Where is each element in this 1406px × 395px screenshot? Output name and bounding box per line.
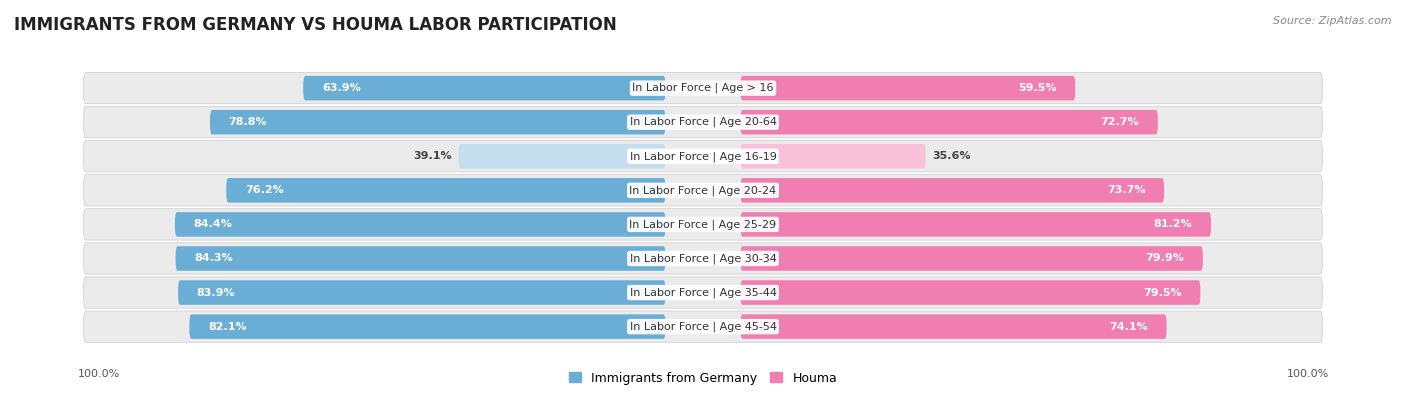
FancyBboxPatch shape <box>458 144 665 169</box>
FancyBboxPatch shape <box>741 178 1164 203</box>
Text: 72.7%: 72.7% <box>1101 117 1139 127</box>
Text: In Labor Force | Age 20-64: In Labor Force | Age 20-64 <box>630 117 776 128</box>
FancyBboxPatch shape <box>304 76 665 100</box>
FancyBboxPatch shape <box>741 144 925 169</box>
FancyBboxPatch shape <box>83 175 1323 206</box>
Text: 82.1%: 82.1% <box>208 322 246 332</box>
Text: In Labor Force | Age 35-44: In Labor Force | Age 35-44 <box>630 287 776 298</box>
FancyBboxPatch shape <box>83 277 1323 308</box>
FancyBboxPatch shape <box>83 72 1323 104</box>
Text: In Labor Force | Age 16-19: In Labor Force | Age 16-19 <box>630 151 776 162</box>
Text: 79.5%: 79.5% <box>1143 288 1181 297</box>
Text: In Labor Force | Age 25-29: In Labor Force | Age 25-29 <box>630 219 776 229</box>
Text: 76.2%: 76.2% <box>245 185 284 196</box>
FancyBboxPatch shape <box>83 311 1323 342</box>
Text: In Labor Force | Age 30-34: In Labor Force | Age 30-34 <box>630 253 776 264</box>
Text: 35.6%: 35.6% <box>932 151 970 161</box>
FancyBboxPatch shape <box>83 243 1323 274</box>
Text: 78.8%: 78.8% <box>229 117 267 127</box>
FancyBboxPatch shape <box>179 280 665 305</box>
Legend: Immigrants from Germany, Houma: Immigrants from Germany, Houma <box>569 372 837 385</box>
FancyBboxPatch shape <box>83 141 1323 172</box>
Text: 79.9%: 79.9% <box>1146 254 1184 263</box>
FancyBboxPatch shape <box>83 107 1323 138</box>
Text: 63.9%: 63.9% <box>322 83 361 93</box>
FancyBboxPatch shape <box>83 209 1323 240</box>
FancyBboxPatch shape <box>741 314 1167 339</box>
Text: 100.0%: 100.0% <box>1286 369 1329 379</box>
Text: 74.1%: 74.1% <box>1109 322 1147 332</box>
Text: 81.2%: 81.2% <box>1154 219 1192 229</box>
FancyBboxPatch shape <box>209 110 665 134</box>
Text: 84.4%: 84.4% <box>194 219 232 229</box>
FancyBboxPatch shape <box>174 212 665 237</box>
FancyBboxPatch shape <box>226 178 665 203</box>
FancyBboxPatch shape <box>190 314 665 339</box>
FancyBboxPatch shape <box>741 212 1211 237</box>
Text: Source: ZipAtlas.com: Source: ZipAtlas.com <box>1274 16 1392 26</box>
Text: 73.7%: 73.7% <box>1107 185 1146 196</box>
Text: 39.1%: 39.1% <box>413 151 453 161</box>
Text: In Labor Force | Age 20-24: In Labor Force | Age 20-24 <box>630 185 776 196</box>
Text: In Labor Force | Age > 16: In Labor Force | Age > 16 <box>633 83 773 93</box>
Text: 100.0%: 100.0% <box>77 369 120 379</box>
Text: In Labor Force | Age 45-54: In Labor Force | Age 45-54 <box>630 322 776 332</box>
Text: 59.5%: 59.5% <box>1018 83 1056 93</box>
Text: 84.3%: 84.3% <box>194 254 233 263</box>
Text: 83.9%: 83.9% <box>197 288 235 297</box>
FancyBboxPatch shape <box>741 110 1159 134</box>
FancyBboxPatch shape <box>741 280 1201 305</box>
FancyBboxPatch shape <box>176 246 665 271</box>
Text: IMMIGRANTS FROM GERMANY VS HOUMA LABOR PARTICIPATION: IMMIGRANTS FROM GERMANY VS HOUMA LABOR P… <box>14 16 617 34</box>
FancyBboxPatch shape <box>741 76 1076 100</box>
FancyBboxPatch shape <box>741 246 1204 271</box>
